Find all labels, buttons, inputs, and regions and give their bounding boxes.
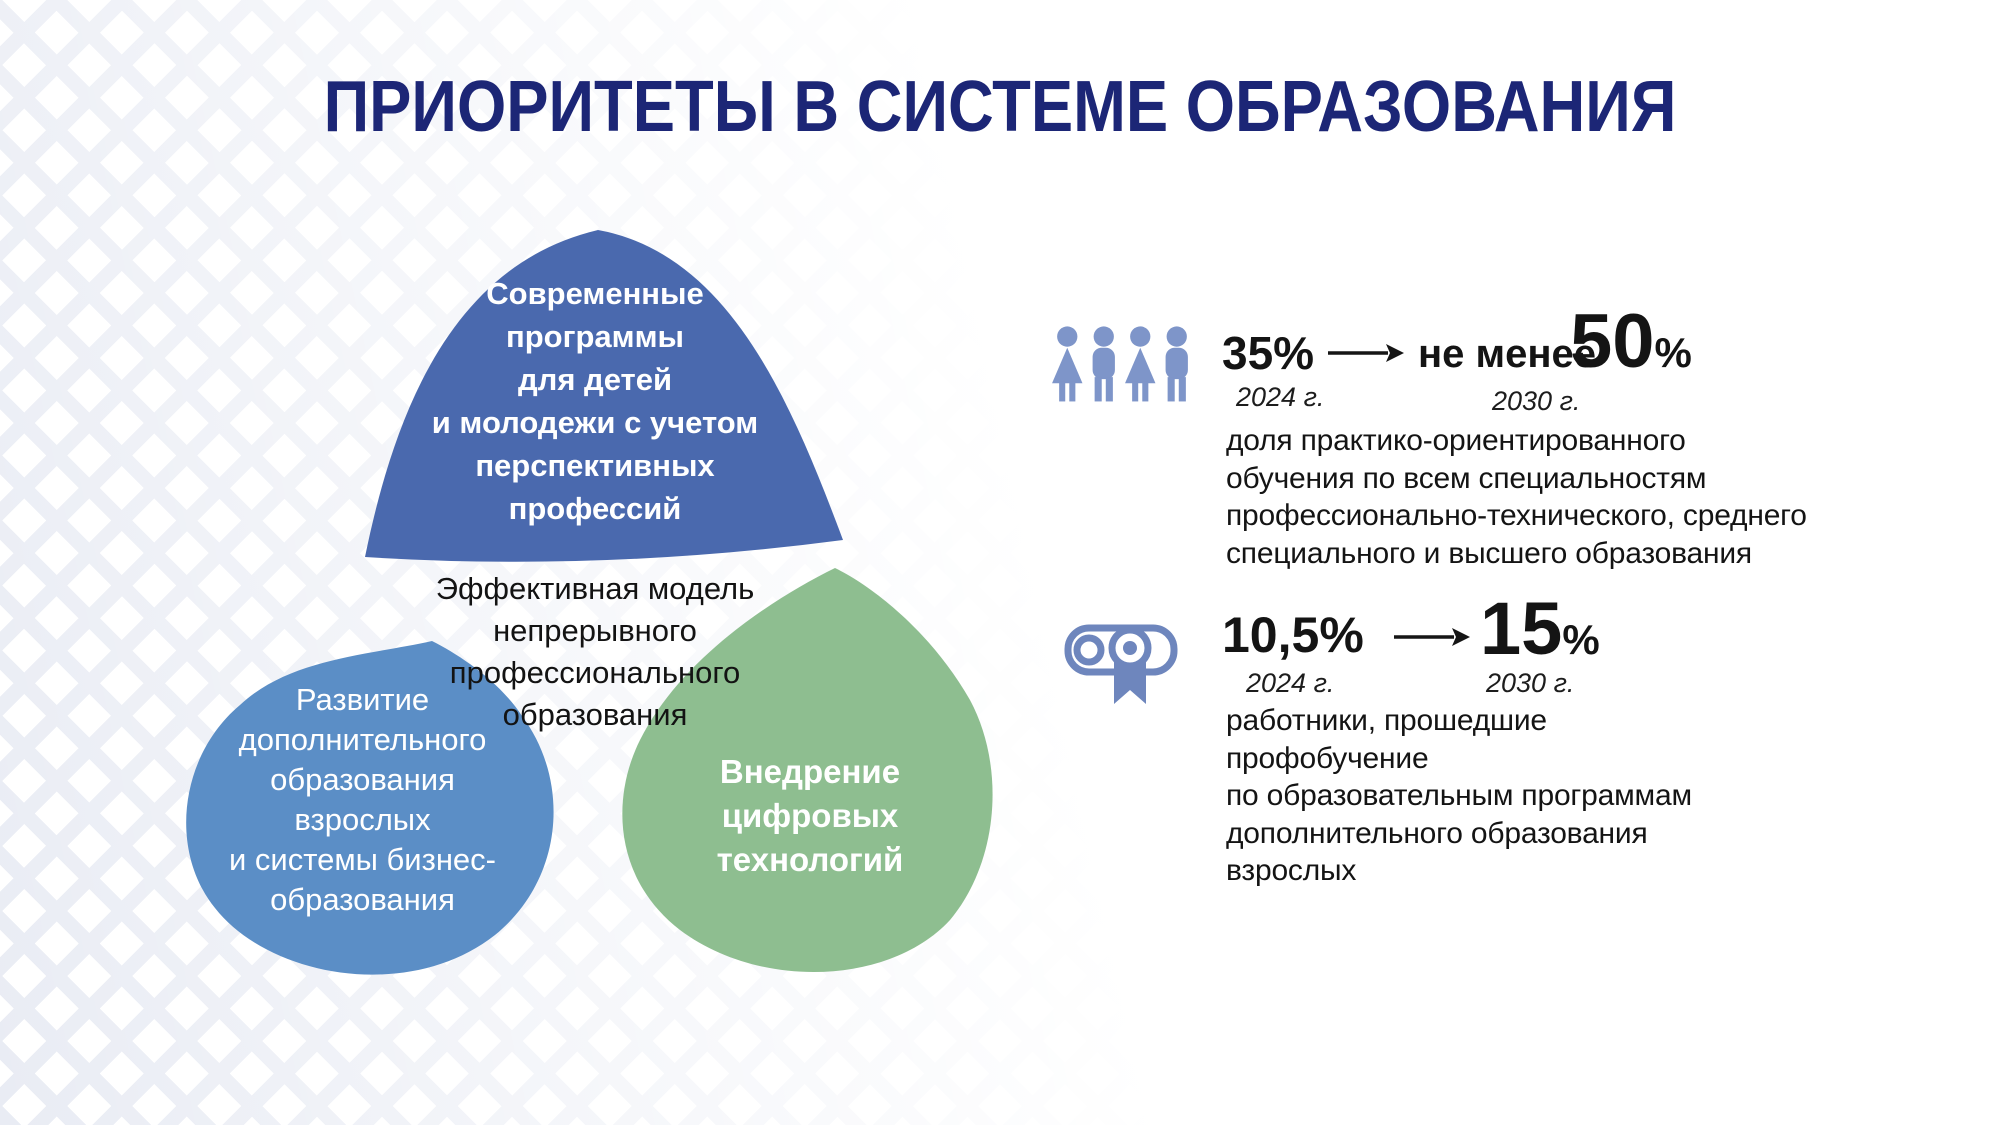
stat-practice-oriented: 35% 2024 г. не менее 50% 2030 г. доля пр… bbox=[1040, 300, 1870, 570]
triangle-diagram bbox=[186, 230, 993, 975]
diploma-icon bbox=[1064, 624, 1178, 704]
blob-top bbox=[365, 230, 843, 562]
stat1-value-2030: 50% bbox=[1570, 304, 1692, 380]
stat2-big-number: 15 bbox=[1480, 587, 1563, 670]
diagram-center-label: Эффективная модель непрерывного професси… bbox=[435, 571, 755, 732]
stat1-year-2024: 2024 г. bbox=[1236, 382, 1325, 412]
stat-adult-training: 10,5% 2024 г. 15% 2030 г. работники, про… bbox=[1040, 580, 1870, 910]
slide-title: ПРИОРИТЕТЫ В СИСТЕМЕ ОБРАЗОВАНИЯ bbox=[323, 67, 1677, 147]
people-group-icon bbox=[1052, 326, 1188, 402]
blob-left-label: Развитие дополнительного образования взр… bbox=[228, 682, 496, 917]
stat1-qualifier: не менее bbox=[1418, 332, 1597, 376]
stat2-description: работники, прошедшие профобучение по обр… bbox=[1226, 704, 1692, 887]
blob-right bbox=[622, 568, 993, 973]
stat2-percent-sign: % bbox=[1562, 616, 1600, 663]
stat1-big-number: 50 bbox=[1570, 299, 1655, 384]
arrow-right-icon bbox=[1394, 628, 1470, 646]
stat2-value-2024: 10,5% bbox=[1222, 607, 1364, 663]
stat2-value-2030: 15% bbox=[1480, 592, 1600, 666]
stat1-percent-sign: % bbox=[1654, 329, 1692, 376]
blob-top-label: Современные программы для детей и молоде… bbox=[431, 276, 759, 526]
stat1-year-2030: 2030 г. bbox=[1492, 386, 1581, 416]
blob-right-label: Внедрение цифровых технологий bbox=[716, 753, 904, 878]
stat2-year-2030: 2030 г. bbox=[1486, 668, 1575, 698]
stat2-year-2024: 2024 г. bbox=[1246, 668, 1335, 698]
stat1-value-2024: 35% bbox=[1222, 327, 1315, 379]
arrow-right-icon bbox=[1328, 344, 1404, 362]
blob-left bbox=[186, 641, 554, 975]
stat1-description: доля практико-ориентированного обучения … bbox=[1226, 424, 1807, 570]
